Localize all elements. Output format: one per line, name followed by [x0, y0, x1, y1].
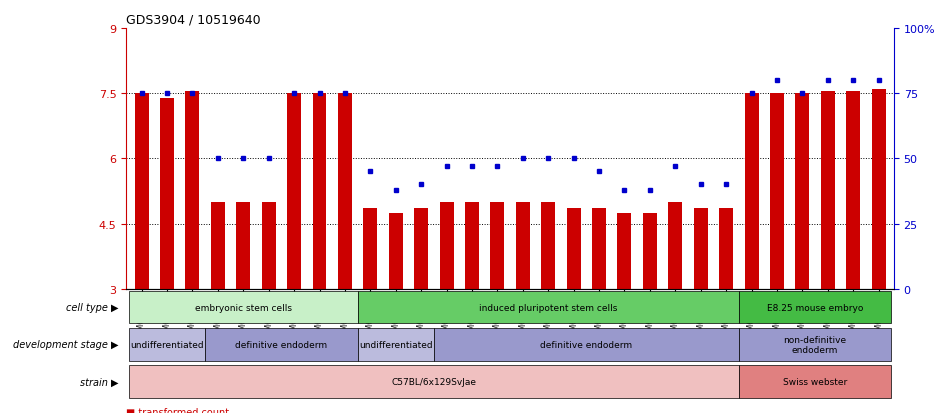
- Bar: [744, 94, 758, 289]
- Bar: [871, 90, 885, 289]
- Bar: [846, 92, 860, 289]
- Text: embryonic stem cells: embryonic stem cells: [195, 303, 292, 312]
- Text: GDS3904 / 10519640: GDS3904 / 10519640: [126, 13, 261, 26]
- Bar: [516, 202, 530, 289]
- Bar: [465, 202, 479, 289]
- Bar: [739, 365, 891, 398]
- Text: ■ transformed count: ■ transformed count: [126, 407, 229, 413]
- Text: undifferentiated: undifferentiated: [358, 340, 432, 349]
- Bar: [211, 202, 225, 289]
- Bar: [719, 209, 733, 289]
- Text: cell type ▶: cell type ▶: [66, 302, 119, 312]
- Bar: [313, 94, 327, 289]
- Text: Swiss webster: Swiss webster: [783, 377, 847, 386]
- Bar: [668, 202, 682, 289]
- Bar: [770, 94, 784, 289]
- Bar: [262, 202, 276, 289]
- Bar: [434, 328, 739, 361]
- Bar: [643, 213, 657, 289]
- Bar: [185, 92, 199, 289]
- Text: definitive endoderm: definitive endoderm: [235, 340, 328, 349]
- Text: non-definitive
endoderm: non-definitive endoderm: [783, 335, 847, 354]
- Bar: [739, 328, 891, 361]
- Bar: [566, 209, 580, 289]
- Bar: [358, 328, 434, 361]
- Bar: [618, 213, 632, 289]
- Text: induced pluripotent stem cells: induced pluripotent stem cells: [479, 303, 618, 312]
- Bar: [135, 94, 149, 289]
- Bar: [160, 98, 174, 289]
- Bar: [490, 202, 505, 289]
- Bar: [205, 328, 358, 361]
- Bar: [821, 92, 835, 289]
- Bar: [287, 94, 301, 289]
- Bar: [796, 94, 810, 289]
- Text: strain ▶: strain ▶: [80, 377, 119, 387]
- Bar: [739, 291, 891, 324]
- Bar: [694, 209, 708, 289]
- Text: undifferentiated: undifferentiated: [130, 340, 204, 349]
- Text: C57BL/6x129SvJae: C57BL/6x129SvJae: [391, 377, 476, 386]
- Bar: [592, 209, 607, 289]
- Text: definitive endoderm: definitive endoderm: [540, 340, 633, 349]
- Text: development stage ▶: development stage ▶: [13, 339, 119, 349]
- Bar: [440, 202, 454, 289]
- Bar: [415, 209, 428, 289]
- Bar: [236, 202, 250, 289]
- Bar: [388, 213, 402, 289]
- Bar: [129, 328, 205, 361]
- Bar: [363, 209, 377, 289]
- Bar: [358, 291, 739, 324]
- Bar: [541, 202, 555, 289]
- Bar: [129, 365, 739, 398]
- Text: E8.25 mouse embryo: E8.25 mouse embryo: [767, 303, 863, 312]
- Bar: [338, 94, 352, 289]
- Bar: [129, 291, 358, 324]
